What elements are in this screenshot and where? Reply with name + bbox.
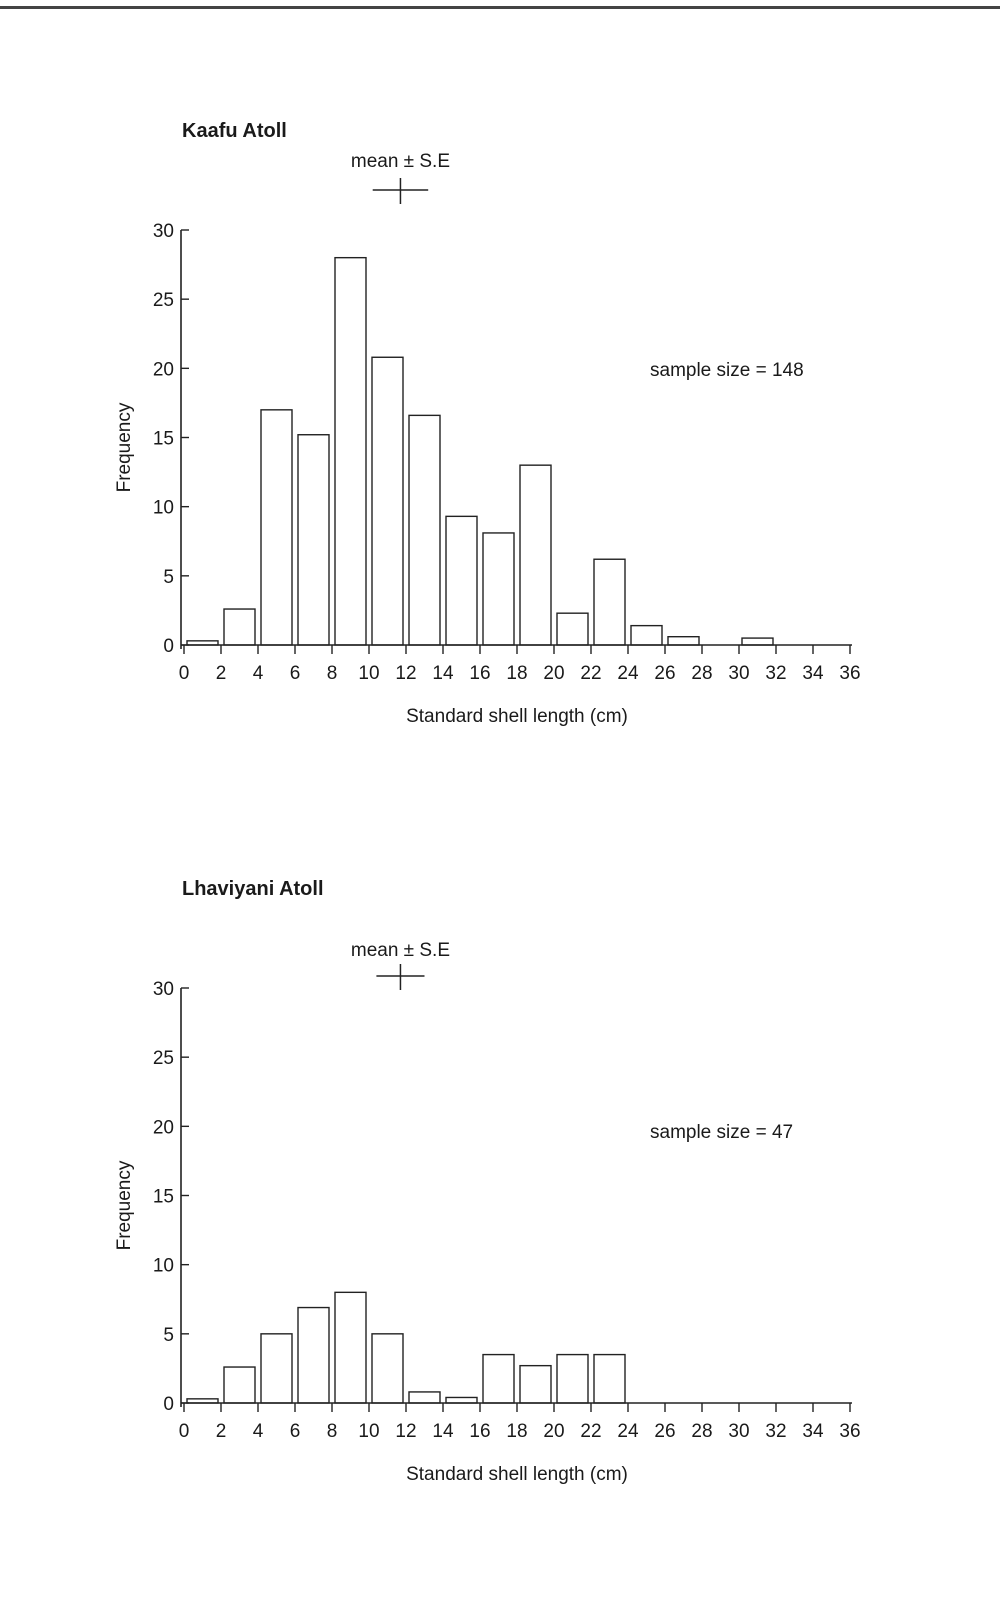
x-tick-label: 14 [432, 663, 454, 684]
x-tick-label: 8 [327, 663, 338, 684]
histogram-bar [630, 624, 663, 646]
histogram-bar [667, 636, 700, 646]
x-tick-label: 16 [469, 663, 490, 684]
x-tick-label: 32 [765, 663, 786, 684]
x-tick-label: 2 [216, 663, 227, 684]
y-axis-label: Frequency [114, 1160, 135, 1250]
x-tick-label: 30 [728, 1421, 749, 1442]
histogram-bar [260, 1333, 293, 1404]
y-tick-label: 10 [153, 498, 174, 519]
histogram-bar [519, 1364, 552, 1404]
y-tick-label: 0 [163, 1394, 174, 1415]
histogram-bar [223, 608, 256, 646]
x-tick-label: 0 [179, 663, 190, 684]
x-tick-label: 4 [253, 663, 264, 684]
y-tick-label: 30 [153, 979, 174, 1000]
x-tick-label: 4 [253, 1421, 264, 1442]
y-tick-label: 20 [153, 1117, 174, 1138]
y-tick-label: 25 [153, 1048, 174, 1069]
histogram-bar [482, 532, 515, 646]
y-tick-label: 15 [153, 429, 174, 450]
histogram-bar [297, 434, 330, 646]
x-tick-label: 6 [290, 1421, 301, 1442]
x-tick-label: 20 [543, 1421, 564, 1442]
x-tick-label: 0 [179, 1421, 190, 1442]
y-tick-label: 5 [163, 567, 174, 588]
x-tick-label: 10 [358, 663, 379, 684]
histogram-bar [408, 1391, 441, 1404]
histogram-bar [556, 612, 589, 646]
x-tick-label: 22 [580, 1421, 601, 1442]
x-tick-label: 28 [691, 663, 712, 684]
y-tick-label: 10 [153, 1256, 174, 1277]
x-tick-label: 2 [216, 1421, 227, 1442]
x-tick-label: 18 [506, 1421, 527, 1442]
y-tick-label: 20 [153, 359, 174, 380]
x-tick-label: 12 [395, 1421, 416, 1442]
y-tick-label: 5 [163, 1325, 174, 1346]
x-tick-label: 8 [327, 1421, 338, 1442]
sample-size-annotation: sample size = 148 [650, 360, 804, 381]
histogram-bar [186, 640, 219, 646]
x-tick-label: 14 [432, 1421, 454, 1442]
x-tick-label: 22 [580, 663, 601, 684]
histogram-bar [223, 1366, 256, 1404]
histogram-bar [371, 356, 404, 646]
y-tick-label: 15 [153, 1187, 174, 1208]
y-tick-label: 25 [153, 290, 174, 311]
x-tick-label: 16 [469, 1421, 490, 1442]
x-tick-label: 36 [839, 663, 860, 684]
histogram-bar [482, 1353, 515, 1404]
x-tick-label: 6 [290, 663, 301, 684]
chart-title: Kaafu Atoll [182, 120, 287, 142]
x-tick-label: 26 [654, 663, 675, 684]
x-tick-label: 24 [617, 1421, 639, 1442]
histogram-bar [445, 515, 478, 646]
histogram-bar [556, 1353, 589, 1404]
chart-title: Lhaviyani Atoll [182, 878, 324, 900]
mean-se-label: mean ± S.E [351, 940, 450, 961]
x-tick-label: 34 [802, 663, 824, 684]
histogram-bar [260, 409, 293, 646]
histogram-bar [593, 558, 626, 646]
x-tick-label: 12 [395, 663, 416, 684]
y-tick-label: 0 [163, 636, 174, 657]
x-tick-label: 10 [358, 1421, 379, 1442]
histogram-bar [408, 414, 441, 646]
x-tick-label: 32 [765, 1421, 786, 1442]
x-tick-label: 20 [543, 663, 564, 684]
sample-size-annotation: sample size = 47 [650, 1122, 793, 1143]
histogram-bar [297, 1306, 330, 1404]
y-axis-label: Frequency [114, 402, 135, 492]
mean-se-label: mean ± S.E [351, 151, 450, 172]
x-axis-label: Standard shell length (cm) [406, 706, 628, 727]
histogram-bar [371, 1333, 404, 1404]
histogram-bar [593, 1353, 626, 1404]
x-tick-label: 34 [802, 1421, 824, 1442]
histogram-bar [741, 637, 774, 646]
x-tick-label: 26 [654, 1421, 675, 1442]
x-tick-label: 18 [506, 663, 527, 684]
x-tick-label: 36 [839, 1421, 860, 1442]
x-tick-label: 24 [617, 663, 639, 684]
histogram-bar [334, 1291, 367, 1404]
histogram-bar [445, 1396, 478, 1404]
histogram-bar [334, 256, 367, 646]
histogram-bar [186, 1398, 219, 1404]
x-axis-label: Standard shell length (cm) [406, 1464, 628, 1485]
x-tick-label: 30 [728, 663, 749, 684]
top-rule [0, 6, 1000, 9]
x-tick-label: 28 [691, 1421, 712, 1442]
histogram-bar [519, 464, 552, 646]
y-tick-label: 30 [153, 221, 174, 242]
